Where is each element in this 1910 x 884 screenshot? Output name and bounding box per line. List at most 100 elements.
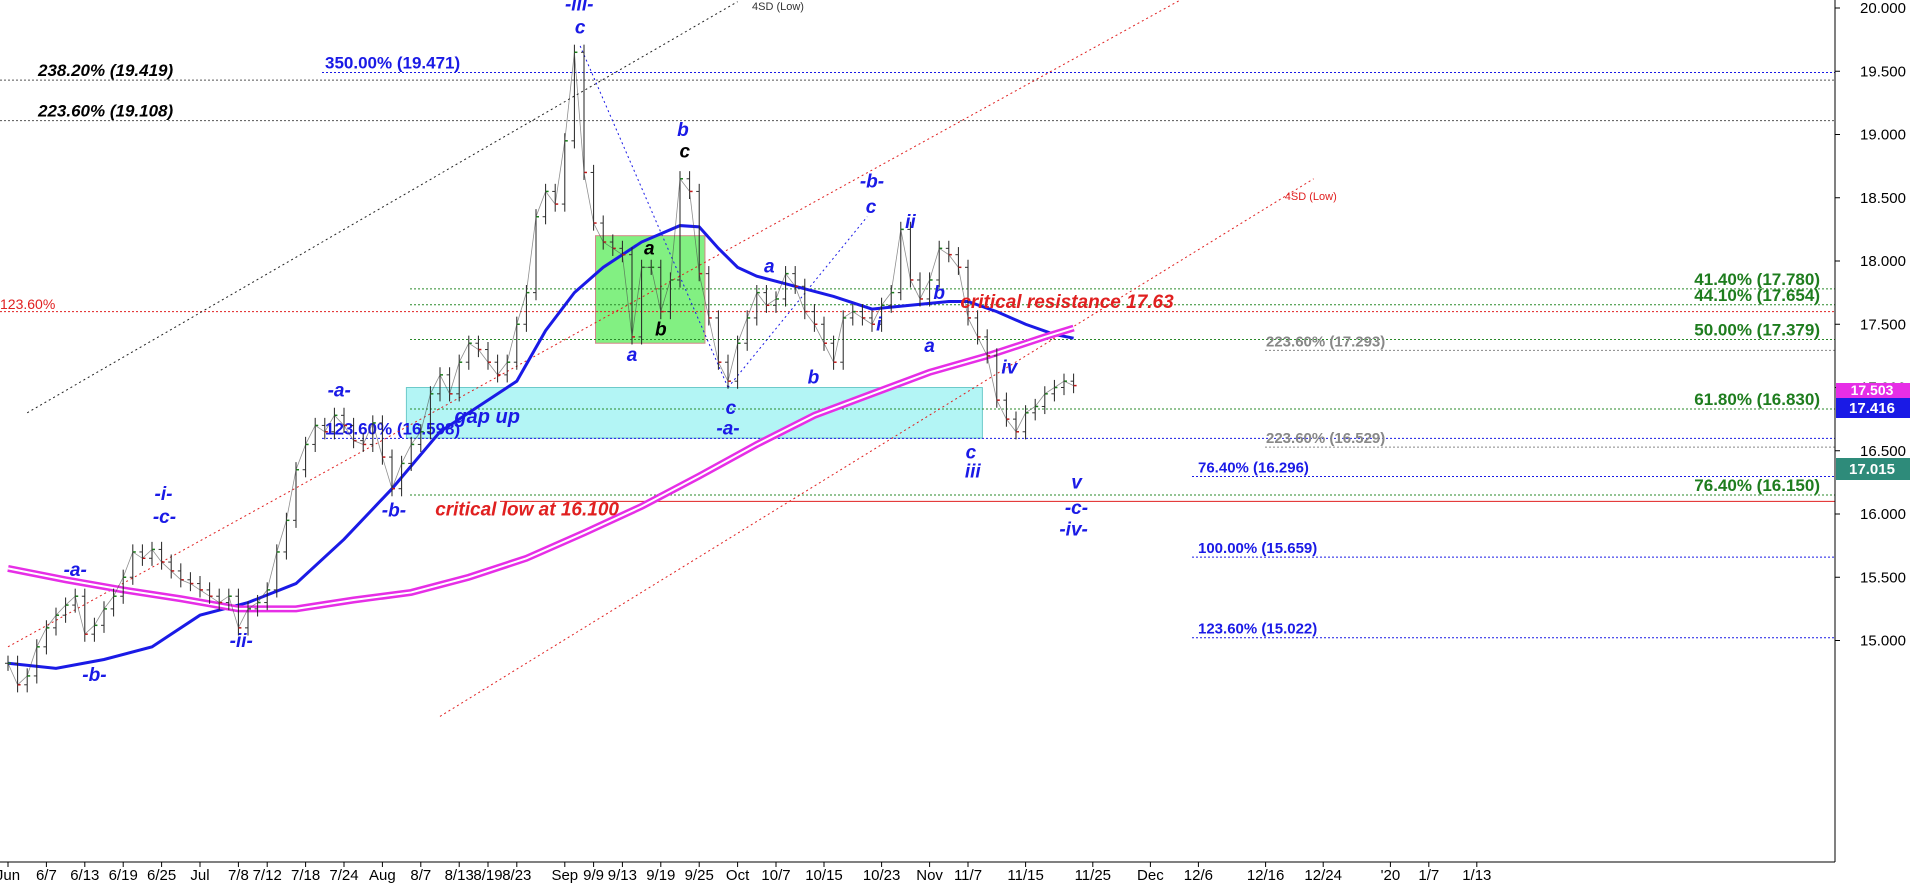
level-label-4: 44.10% (17.654) [1694, 286, 1820, 305]
x-tick-label: Nov [916, 867, 943, 884]
small-annotation-label: 4SD (Low) [1285, 191, 1337, 203]
level-label-7: 223.60% (17.293) [1266, 333, 1385, 350]
x-tick-label: 11/7 [954, 867, 982, 884]
price-tags-layer: 17.503 17.416 17.015 [1836, 382, 1910, 480]
y-tick-label: 18.500 [1860, 190, 1906, 207]
annotation-label: a [924, 336, 935, 357]
y-tick-label: 19.000 [1860, 127, 1906, 144]
x-tick-label: Oct [726, 867, 750, 884]
annotation-label: -ii- [230, 631, 253, 652]
ma-price-tag: 17.416 [1849, 400, 1895, 417]
level-label-12: 76.40% (16.150) [1694, 476, 1820, 495]
price-line [7, 52, 1074, 686]
y-tick-label: 16.500 [1860, 443, 1906, 460]
trendline-0 [26, 1, 738, 414]
annotation-label: -iv- [1059, 520, 1088, 541]
trendlines-layer [7, 0, 1314, 717]
level-label-8: 61.80% (16.830) [1694, 390, 1820, 409]
annotation-label: i [876, 315, 882, 336]
annotations-layer: -iii-cbcabac-a-ab-b-ciiibaivciiiv-c--iv-… [0, 0, 1337, 686]
level-label-6: 50.00% (17.379) [1694, 321, 1820, 340]
level-label-14: 100.00% (15.659) [1198, 540, 1317, 557]
ma2-price-tag-box [1836, 383, 1910, 398]
level-label-15: 123.60% (15.022) [1198, 621, 1317, 638]
level-label-10: 223.60% (16.529) [1266, 430, 1385, 447]
x-tick-label: 1/7 [1418, 867, 1439, 884]
annotation-label: critical low at 16.100 [435, 499, 619, 520]
trendline-3 [579, 45, 729, 388]
ma2-price-tag: 17.503 [1851, 382, 1894, 398]
annotation-label: iv [1001, 358, 1018, 379]
annotation-label: -iii- [565, 0, 594, 16]
ma-price-tag-box [1836, 398, 1910, 418]
annotation-label: -b- [860, 172, 884, 193]
x-tick-label: Dec [1137, 867, 1164, 884]
level-label-11: 76.40% (16.296) [1198, 460, 1309, 477]
last-price-tag: 17.015 [1849, 461, 1895, 478]
green-zone [595, 235, 706, 344]
x-tick-label: 8/23 [502, 867, 531, 884]
annotation-label: b [655, 320, 667, 341]
annotation-label: critical resistance 17.63 [960, 292, 1174, 313]
y-tick-label: 15.000 [1860, 633, 1906, 650]
annotation-label: c [866, 197, 877, 218]
annotation-label: b [677, 120, 689, 141]
annotation-label: -c- [1065, 498, 1088, 519]
annotation-label: -i- [155, 484, 173, 505]
x-tick-label: 8/7 [410, 867, 431, 884]
x-tick-label: 8/19 [473, 867, 502, 884]
y-tick-label: 18.000 [1860, 253, 1906, 270]
magenta-average-inner [7, 327, 1074, 610]
x-tick-label: 10/15 [805, 867, 843, 884]
x-tick-label: 1/13 [1462, 867, 1491, 884]
trendline-4 [727, 216, 868, 388]
x-tick-label: '20 [1381, 867, 1401, 884]
annotation-label: 123.60% [0, 296, 55, 312]
x-tick-label: 7/8 [228, 867, 249, 884]
annotation-label: -b- [382, 501, 406, 522]
annotation-label: ii [905, 212, 916, 233]
x-tick-label: 10/7 [761, 867, 790, 884]
x-tick-label: 11/25 [1075, 867, 1111, 884]
annotation-label: iii [965, 461, 982, 482]
x-tick-label: 6/7 [36, 867, 57, 884]
last-price-tag-box [1836, 458, 1910, 480]
annotation-label: c [575, 17, 586, 38]
level-label-1: 238.20% (19.419) [37, 61, 173, 80]
x-tick-label: 7/18 [291, 867, 320, 884]
x-tick-label: 12/16 [1247, 867, 1285, 884]
level-label-0: 350.00% (19.471) [325, 54, 460, 73]
x-tick-label: 10/23 [863, 867, 901, 884]
x-tick-label: 6/13 [70, 867, 99, 884]
x-tick-label: 9/13 [608, 867, 637, 884]
y-tick-label: 17.500 [1860, 316, 1906, 333]
annotation-label: gap up [453, 406, 520, 428]
y-tick-label: 19.500 [1860, 63, 1906, 80]
annotation-label: c [680, 141, 691, 162]
zones-layer [405, 235, 983, 439]
horizontal-levels-layer: 350.00% (19.471) 238.20% (19.419) 223.60% … [0, 54, 1835, 639]
annotation-label: a [764, 256, 775, 277]
x-tick-label: Jun [0, 867, 20, 884]
annotation-label: c [966, 442, 977, 463]
level-label-9: 123.60% (16.598) [325, 419, 460, 438]
y-tick-label: 16.000 [1860, 506, 1906, 523]
x-tick-label: 9/9 [583, 867, 604, 884]
annotation-label: -a- [64, 560, 87, 581]
x-tick-label: 7/24 [329, 867, 358, 884]
y-tick-label: 15.500 [1860, 569, 1906, 586]
annotation-label: v [1071, 473, 1083, 494]
x-tick-label: 6/19 [109, 867, 138, 884]
annotation-label: -a- [328, 380, 351, 401]
x-tick-label: Jul [190, 867, 209, 884]
x-tick-label: Sep [551, 867, 578, 884]
annotation-label: a [627, 345, 638, 366]
annotation-label: b [933, 283, 945, 304]
x-tick-label: 6/25 [147, 867, 176, 884]
annotation-label: -b- [82, 665, 106, 686]
annotation-label: a [644, 239, 655, 260]
level-label-2: 223.60% (19.108) [37, 102, 173, 121]
